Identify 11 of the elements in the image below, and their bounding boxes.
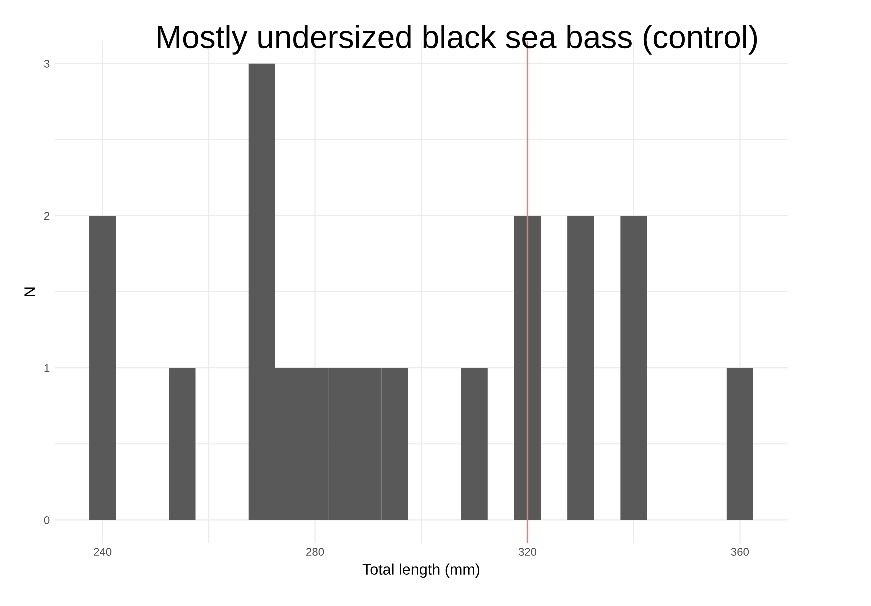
x-axis-title: Total length (mm) [362, 564, 480, 578]
x-tick-label: 280 [306, 548, 324, 556]
y-tick-label: 0 [44, 516, 50, 524]
y-tick-label: 3 [44, 60, 50, 68]
y-tick-label: 2 [44, 212, 50, 220]
chart-title: Mostly undersized black sea bass (control) [158, 25, 758, 55]
y-tick-label: 1 [44, 364, 50, 372]
x-tick-label: 360 [731, 548, 750, 556]
x-tick-label: 320 [518, 548, 537, 556]
y-axis-title: N [24, 288, 36, 296]
x-tick-label: 240 [94, 548, 112, 556]
